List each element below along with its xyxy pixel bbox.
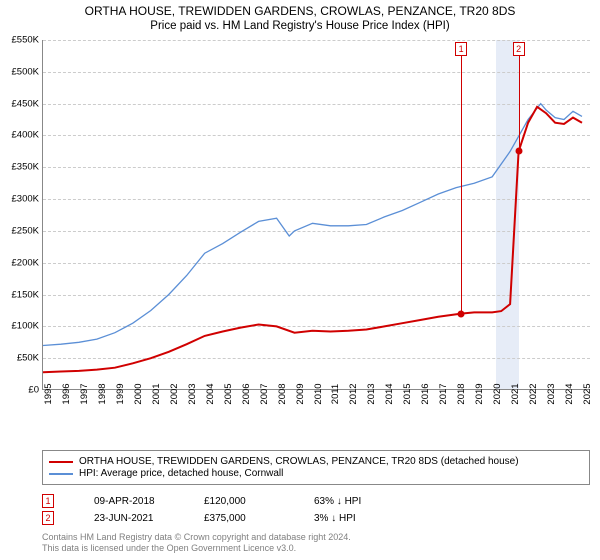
y-tick-label: £250K (1, 225, 39, 236)
footer-line1: Contains HM Land Registry data © Crown c… (42, 532, 351, 543)
y-tick-label: £500K (1, 66, 39, 77)
y-tick-label: £50K (1, 353, 39, 364)
footer: Contains HM Land Registry data © Crown c… (42, 532, 351, 555)
legend-swatch-blue (49, 473, 73, 475)
y-tick-label: £100K (1, 321, 39, 332)
marker-box-2: 2 (513, 42, 525, 56)
legend-label-red: ORTHA HOUSE, TREWIDDEN GARDENS, CROWLAS,… (79, 456, 519, 467)
legend-label-blue: HPI: Average price, detached house, Corn… (79, 468, 283, 479)
marker-dot-1 (458, 310, 465, 317)
chart-container: ORTHA HOUSE, TREWIDDEN GARDENS, CROWLAS,… (0, 0, 600, 560)
event-price-1: £120,000 (204, 496, 274, 507)
y-tick-label: £300K (1, 194, 39, 205)
marker-line (461, 56, 462, 314)
footer-line2: This data is licensed under the Open Gov… (42, 543, 351, 554)
series-red (43, 107, 582, 372)
legend-item-red: ORTHA HOUSE, TREWIDDEN GARDENS, CROWLAS,… (49, 456, 583, 467)
plot-region: £0£50K£100K£150K£200K£250K£300K£350K£400… (42, 40, 590, 390)
event-row-1: 1 09-APR-2018 £120,000 63% ↓ HPI (42, 494, 384, 508)
y-tick-label: £550K (1, 35, 39, 46)
title-block: ORTHA HOUSE, TREWIDDEN GARDENS, CROWLAS,… (0, 0, 600, 32)
title-line1: ORTHA HOUSE, TREWIDDEN GARDENS, CROWLAS,… (0, 4, 600, 18)
y-tick-label: £400K (1, 130, 39, 141)
event-price-2: £375,000 (204, 513, 274, 524)
chart-area: £0£50K£100K£150K£200K£250K£300K£350K£400… (42, 40, 590, 410)
title-line2: Price paid vs. HM Land Registry's House … (0, 20, 600, 32)
event-delta-2: 3% ↓ HPI (314, 513, 384, 524)
legend-item-blue: HPI: Average price, detached house, Corn… (49, 468, 583, 479)
legend-swatch-red (49, 461, 73, 463)
event-marker-1: 1 (42, 494, 54, 508)
event-date-1: 09-APR-2018 (94, 496, 164, 507)
y-tick-label: £150K (1, 289, 39, 300)
event-delta-1: 63% ↓ HPI (314, 496, 384, 507)
event-date-2: 23-JUN-2021 (94, 513, 164, 524)
y-tick-label: £450K (1, 98, 39, 109)
y-tick-label: £200K (1, 257, 39, 268)
marker-box-1: 1 (455, 42, 467, 56)
series-svg (43, 40, 591, 390)
event-row-2: 2 23-JUN-2021 £375,000 3% ↓ HPI (42, 511, 384, 525)
marker-dot-2 (515, 148, 522, 155)
marker-line (519, 56, 520, 151)
event-marker-2: 2 (42, 511, 54, 525)
y-tick-label: £0 (1, 385, 39, 396)
legend: ORTHA HOUSE, TREWIDDEN GARDENS, CROWLAS,… (42, 450, 590, 485)
y-tick-label: £350K (1, 162, 39, 173)
series-blue (43, 104, 582, 346)
event-table: 1 09-APR-2018 £120,000 63% ↓ HPI 2 23-JU… (42, 494, 384, 528)
